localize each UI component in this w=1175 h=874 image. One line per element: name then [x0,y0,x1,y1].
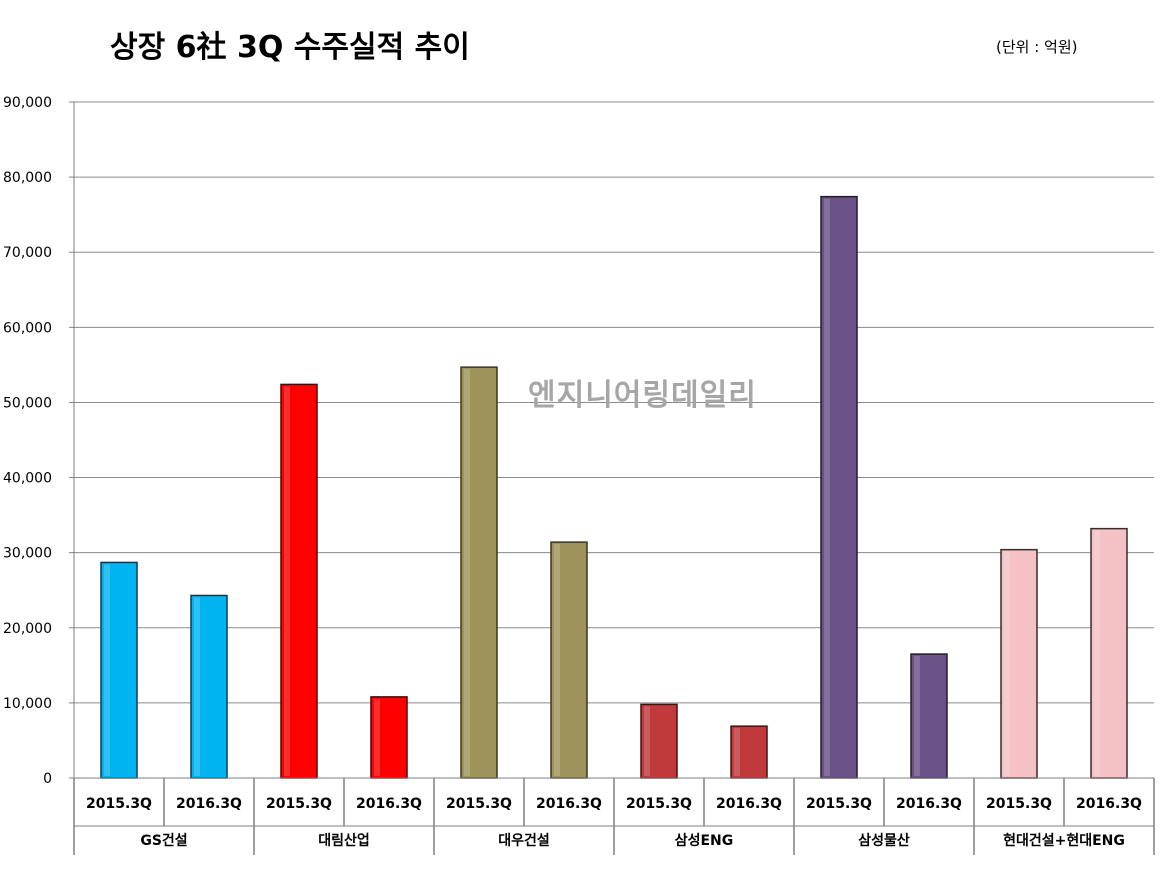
y-tick-label: 80,000 [3,170,52,186]
bar [1000,548,1038,779]
bars [100,195,1128,779]
period-label: 2016.3Q [1076,796,1142,812]
y-tick-label: 0 [43,771,52,787]
bar [820,195,858,779]
bar-highlight [464,369,470,776]
bar [370,696,408,779]
group-label: 삼성ENG [675,833,734,849]
bar [190,594,228,779]
group-label: 대림산업 [318,832,370,849]
gridlines [74,101,1154,704]
y-tick-label: 10,000 [3,696,52,712]
bar-highlight [374,698,380,776]
period-label: 2015.3Q [86,796,152,812]
bar [910,653,948,779]
group-label: 대우건설 [498,832,550,849]
bar-highlight [914,656,920,776]
period-label: 2015.3Q [806,796,872,812]
x-axis-table: 2015.3Q 2016.3Q GS건설 2015.3Q 2016.3Q 대림산업 2015… [73,778,1155,855]
bar-highlight [1094,530,1100,776]
bar-highlight [284,386,290,776]
bar-highlight [554,544,560,776]
bar [730,725,768,779]
group-label: 삼성물산 [858,832,910,849]
watermark: 엔지니어링데일리 [528,378,757,413]
bar-highlight [824,198,830,776]
bar [100,561,138,779]
group-label: GS건설 [140,832,187,849]
period-label: 2016.3Q [356,796,422,812]
bar [280,383,318,779]
period-label: 2015.3Q [626,796,692,812]
bar-highlight [1004,551,1010,776]
group-label: 현대건설+현대ENG [1003,832,1125,849]
period-label: 2015.3Q [986,796,1052,812]
period-label: 2015.3Q [266,796,332,812]
bar [550,541,588,779]
period-label: 2015.3Q [446,796,512,812]
y-tick-label: 30,000 [3,546,52,562]
period-label: 2016.3Q [716,796,782,812]
period-label: 2016.3Q [536,796,602,812]
y-tick-label: 90,000 [3,95,52,111]
bar-highlight [104,564,110,776]
y-tick-label: 60,000 [3,320,52,336]
y-tick-label: 50,000 [3,395,52,411]
bar-highlight [734,728,740,776]
y-tick-label: 40,000 [3,471,52,487]
y-tick-label: 20,000 [3,621,52,637]
bar-highlight [644,706,650,776]
chart-title: 상장 6社 3Q 수주실적 추이 [110,30,470,65]
bar [640,703,678,779]
bar [1090,527,1128,779]
period-label: 2016.3Q [896,796,962,812]
unit-label: (단위 : 억원) [996,38,1078,56]
period-label: 2016.3Q [176,796,242,812]
y-tick-label: 70,000 [3,245,52,261]
bar-highlight [194,597,200,776]
y-axis-ticks: 0 10,000 20,000 30,000 40,000 50,000 60,000 70,… [3,95,52,787]
axes [69,101,1154,779]
bar [460,366,498,779]
